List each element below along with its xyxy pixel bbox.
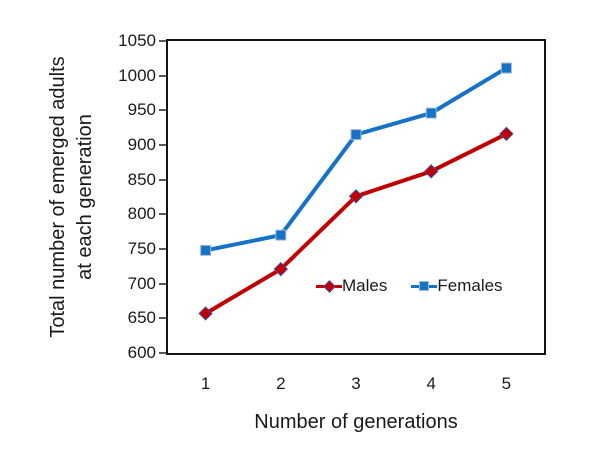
x-tick-label-2: 2 (276, 374, 286, 393)
y-axis-title: Total number of emerged adults at each g… (45, 56, 99, 337)
y-tick-label-650: 650 (127, 308, 156, 328)
y-tick-mark (159, 352, 166, 354)
plot-area: Males Females (166, 39, 546, 355)
y-tick-label-900: 900 (127, 135, 156, 154)
y-tick-mark (159, 178, 166, 181)
females-square-marker (500, 62, 512, 74)
x-tick-label-4: 4 (426, 374, 436, 393)
males-diamond-marker (273, 261, 289, 277)
y-tick-mark (159, 40, 166, 42)
females-line-marker-sample (411, 279, 438, 293)
x-tick-label-5: 5 (501, 374, 512, 393)
males-diamond-marker (348, 189, 364, 204)
plot-svg (198, 62, 514, 321)
y-tick-label-700: 700 (127, 273, 156, 293)
y-tick-mark (159, 317, 166, 320)
y-tick-label-750: 750 (127, 239, 156, 258)
females-square-marker (275, 229, 287, 241)
females-square-marker (425, 107, 437, 119)
y-tick-mark (159, 213, 166, 216)
males-diamond-marker (499, 126, 514, 142)
legend-item-females: Females (411, 276, 503, 296)
y-tick-label-1050: 1050 (118, 31, 156, 50)
legend-label-males: Males (342, 276, 388, 295)
x-axis-title: Number of generations (254, 411, 458, 433)
legend-item-males: Males (316, 276, 387, 296)
x-tick-label-1: 1 (200, 374, 211, 393)
y-tick-label-800: 800 (127, 204, 156, 224)
females-square-icon (419, 281, 430, 291)
legend: Males Females (316, 276, 503, 296)
females-square-marker (350, 129, 362, 141)
y-tick-label-850: 850 (127, 169, 156, 189)
males-diamond-marker (198, 306, 213, 321)
males-diamond-marker (423, 164, 439, 179)
series-line-females (203, 66, 509, 253)
y-tick-label-950: 950 (127, 100, 156, 120)
y-tick-mark (159, 74, 166, 77)
y-tick-label-600: 600 (127, 343, 156, 362)
y-axis-title-line-2: at each generation (74, 114, 96, 280)
males-line-marker-sample (316, 279, 342, 293)
y-tick-mark (159, 109, 166, 112)
y-tick-label-1000: 1000 (118, 65, 156, 85)
legend-label-females: Females (437, 276, 503, 295)
females-square-marker (200, 244, 212, 256)
males-diamond-icon (322, 279, 336, 293)
y-tick-mark (159, 248, 166, 250)
y-tick-mark (159, 282, 166, 285)
x-tick-label-3: 3 (351, 374, 361, 393)
y-axis-title-line-1: Total number of emerged adults (47, 56, 69, 338)
y-tick-mark (159, 144, 166, 146)
